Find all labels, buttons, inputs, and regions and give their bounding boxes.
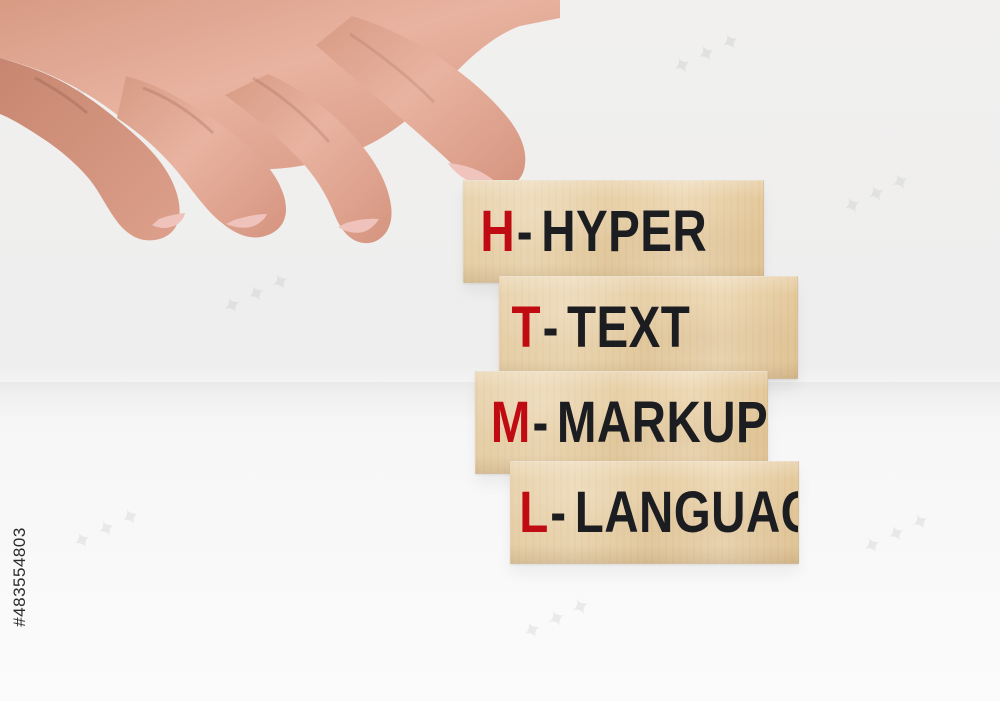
hyper-word: HYPER — [541, 198, 708, 264]
block-label-language: L - LANGUAGE — [511, 479, 798, 545]
wood-block-text: T - TEXT — [499, 276, 798, 379]
block-label-text: T - TEXT — [500, 294, 691, 360]
language-letter: L — [519, 479, 549, 545]
wood-block-language: L - LANGUAGE — [510, 461, 799, 564]
language-word: LANGUAGE — [574, 479, 798, 545]
block-label-hyper: H - HYPER — [464, 198, 708, 264]
markup-letter: M — [490, 389, 531, 455]
text-letter: T — [511, 294, 541, 360]
hyper-dash: - — [516, 198, 534, 264]
block-label-markup: M - MARKUP — [476, 389, 768, 455]
markup-dash: - — [532, 389, 549, 455]
wood-block-hyper: H - HYPER — [463, 180, 764, 283]
hyper-letter: H — [480, 198, 516, 264]
hand-illustration — [0, 0, 560, 260]
stock-id-text: #483554803 — [10, 527, 30, 627]
stock-id-label: #483554803 — [0, 462, 40, 692]
wood-block-markup: M - MARKUP — [475, 371, 768, 474]
text-word: TEXT — [567, 294, 691, 360]
markup-word: MARKUP — [556, 389, 768, 455]
language-dash: - — [550, 479, 567, 545]
text-dash: - — [542, 294, 559, 360]
